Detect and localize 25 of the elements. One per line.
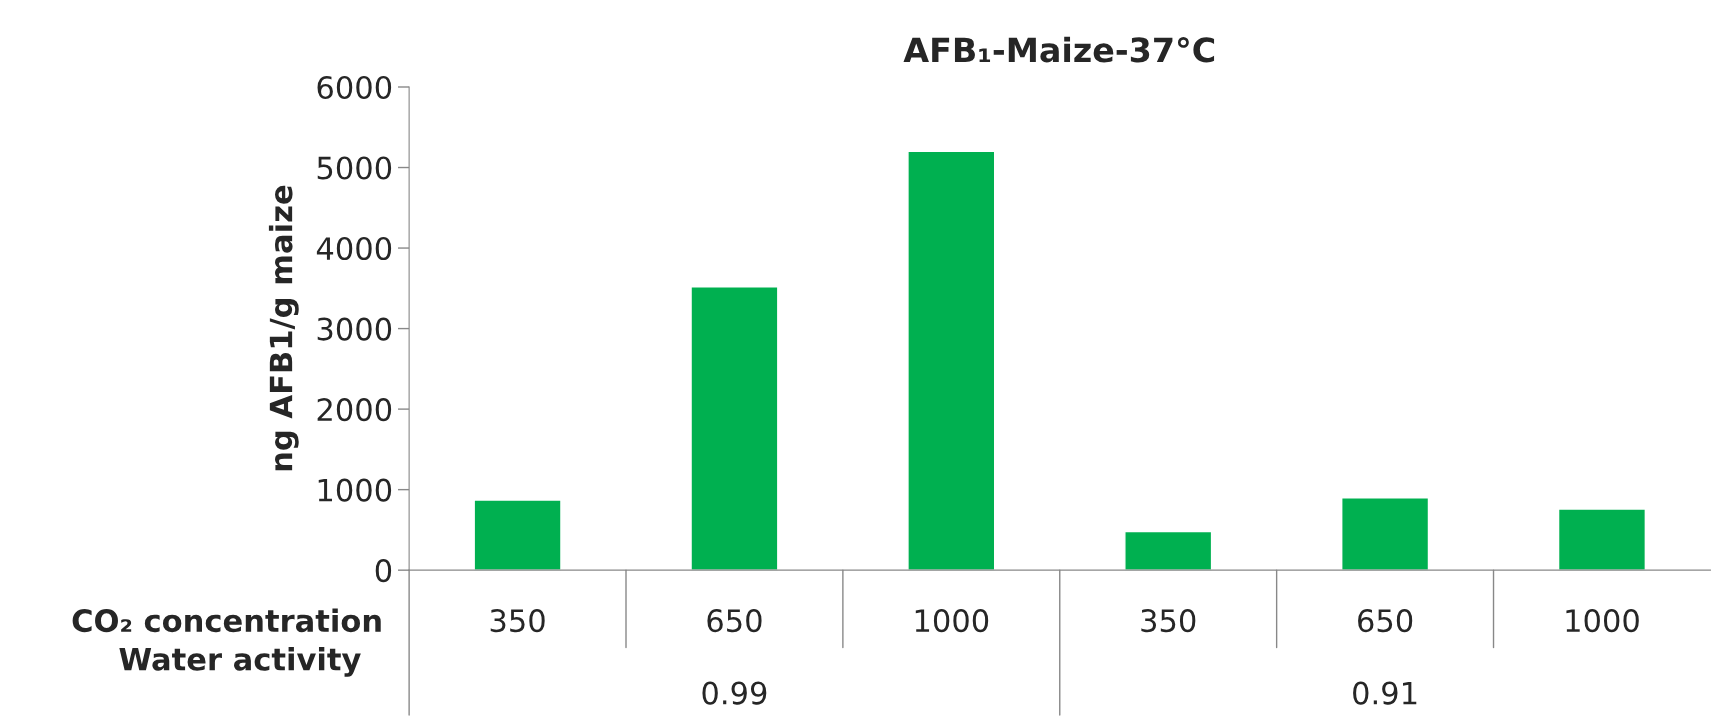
y-tick-label: 3000 bbox=[317, 317, 392, 341]
y-tick-label: 6000 bbox=[317, 75, 392, 100]
x-tick-label: 650 bbox=[707, 609, 762, 633]
y-axis-title: ng AFB1/g maize bbox=[268, 185, 299, 471]
bar bbox=[1341, 496, 1430, 571]
bar bbox=[690, 286, 779, 571]
bar bbox=[473, 499, 562, 571]
x-tick-label: 350 bbox=[490, 609, 545, 633]
text: 0.91 bbox=[1353, 681, 1417, 705]
y-tick-label: 1000 bbox=[318, 478, 392, 502]
x-tick-label: 1000 bbox=[1566, 609, 1639, 633]
x-tick-label: 350 bbox=[1141, 609, 1196, 633]
x-axis-title: CO₂ concentration bbox=[72, 608, 381, 633]
text: Water activity bbox=[119, 647, 361, 677]
x-tick-label: 650 bbox=[1358, 609, 1413, 633]
bar bbox=[1124, 530, 1213, 571]
y-tick-label: 2000 bbox=[317, 398, 392, 422]
y-tick-label: 4000 bbox=[316, 236, 392, 261]
y-tick-label: 5000 bbox=[317, 156, 392, 180]
chart-title: AFB₁-Maize-37°C bbox=[903, 36, 1215, 63]
bar bbox=[1557, 508, 1647, 571]
y-tick-label: 0 bbox=[375, 559, 392, 583]
bar bbox=[907, 150, 996, 571]
text: 0.99 bbox=[702, 681, 767, 705]
x-tick-label: 1000 bbox=[915, 609, 989, 633]
